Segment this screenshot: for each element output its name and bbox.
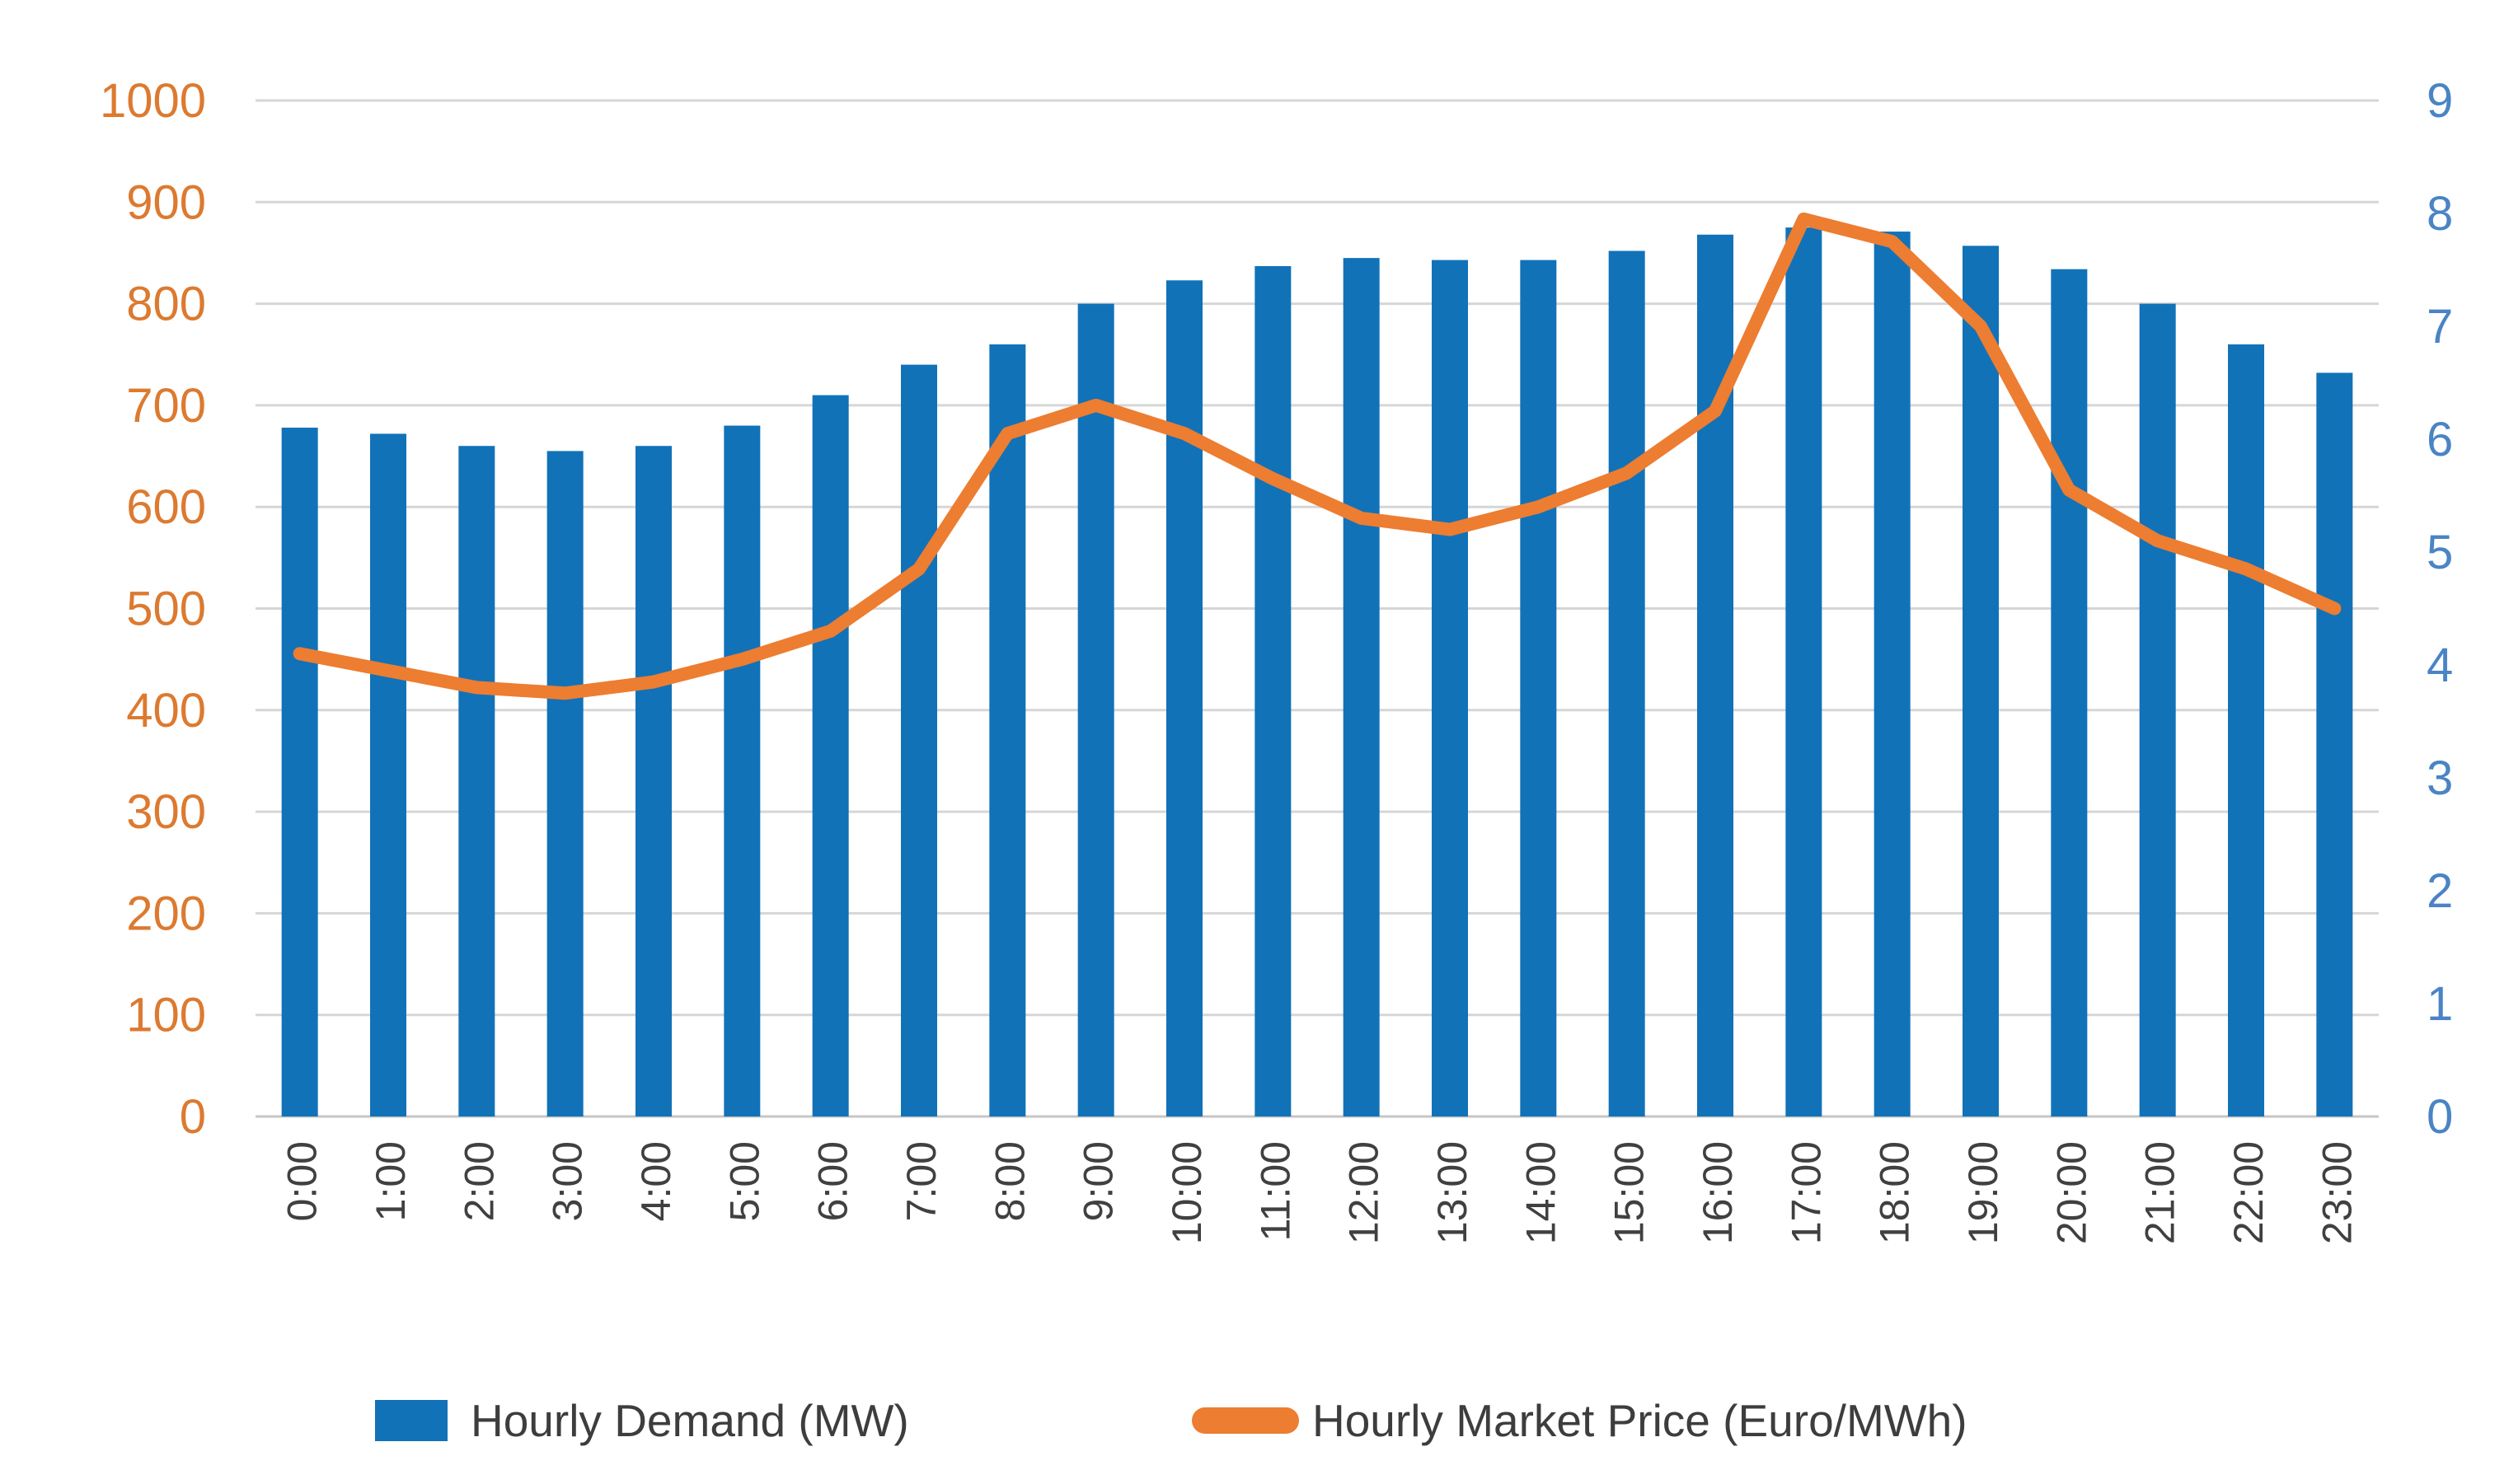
demand-bar-8:00 xyxy=(989,344,1026,1117)
left-axis-tick-label: 600 xyxy=(126,480,206,534)
demand-bar-21:00 xyxy=(2139,303,2176,1117)
demand-series-label: Hourly Demand (MW) xyxy=(471,1395,909,1446)
x-axis-label-19:00: 19:00 xyxy=(1960,1141,2006,1244)
x-axis-label-3:00: 3:00 xyxy=(545,1141,591,1221)
x-axis-label-2:00: 2:00 xyxy=(456,1141,502,1221)
demand-bar-13:00 xyxy=(1432,260,1468,1117)
demand-bar-17:00 xyxy=(1785,227,1822,1117)
demand-bar-1:00 xyxy=(370,433,406,1117)
x-axis-label-22:00: 22:00 xyxy=(2225,1141,2272,1244)
x-axis-label-18:00: 18:00 xyxy=(1872,1141,1918,1244)
x-axis-label-10:00: 10:00 xyxy=(1164,1141,1210,1244)
demand-bar-16:00 xyxy=(1697,234,1733,1117)
demand-bar-9:00 xyxy=(1077,303,1114,1117)
demand-bar-10:00 xyxy=(1166,280,1203,1117)
right-axis-tick-label: 4 xyxy=(2427,639,2453,692)
right-axis-tick-label: 9 xyxy=(2427,74,2453,128)
x-axis-label-17:00: 17:00 xyxy=(1783,1141,1829,1244)
demand-bar-7:00 xyxy=(901,364,937,1117)
demand-bar-4:00 xyxy=(635,446,672,1117)
price-line xyxy=(293,212,2342,700)
x-axis-label-20:00: 20:00 xyxy=(2048,1141,2094,1244)
demand-bar-15:00 xyxy=(1608,250,1645,1117)
right-axis-tick-label: 1 xyxy=(2427,977,2453,1031)
chart-legend: Hourly Demand (MW) Hourly Market Price (… xyxy=(0,1384,2509,1467)
x-axis-label-0:00: 0:00 xyxy=(279,1141,326,1221)
left-axis-tick-label: 500 xyxy=(126,583,206,636)
left-axis-tick-label: 800 xyxy=(126,278,206,331)
right-axis-tick-label: 7 xyxy=(2427,300,2453,353)
legend-item-price: Hourly Market Price (Euro/MWh) xyxy=(1192,1396,1967,1445)
right-axis-tick-label: 3 xyxy=(2427,751,2453,805)
demand-bar-18:00 xyxy=(1874,232,1911,1117)
demand-series-swatch xyxy=(375,1400,448,1441)
demand-bar-3:00 xyxy=(546,451,584,1117)
left-axis-tick-label: 0 xyxy=(180,1090,206,1144)
left-axis-tick-label: 900 xyxy=(126,176,206,229)
demand-bar-14:00 xyxy=(1520,260,1557,1117)
demand-bar-23:00 xyxy=(2316,372,2353,1117)
x-axis-label-4:00: 4:00 xyxy=(633,1141,679,1221)
demand-bar-12:00 xyxy=(1343,258,1380,1117)
x-axis-label-12:00: 12:00 xyxy=(1341,1141,1387,1244)
x-axis-label-6:00: 6:00 xyxy=(810,1141,856,1221)
x-axis-label-15:00: 15:00 xyxy=(1606,1141,1653,1244)
left-axis-tick-label: 1000 xyxy=(100,74,206,128)
demand-bar-5:00 xyxy=(724,425,761,1117)
x-axis-label-16:00: 16:00 xyxy=(1695,1141,1741,1244)
right-axis-tick-label: 6 xyxy=(2427,413,2453,466)
x-axis-label-8:00: 8:00 xyxy=(987,1141,1033,1221)
demand-bar-20:00 xyxy=(2051,269,2088,1117)
left-axis-tick-label: 700 xyxy=(126,379,206,433)
demand-bar-11:00 xyxy=(1254,265,1292,1117)
right-axis-tick-label: 0 xyxy=(2427,1090,2453,1144)
x-axis-label-21:00: 21:00 xyxy=(2137,1141,2183,1244)
demand-bar-22:00 xyxy=(2228,344,2264,1117)
price-series-label: Hourly Market Price (Euro/MWh) xyxy=(1312,1395,1967,1446)
left-axis-tick-label: 300 xyxy=(126,785,206,839)
left-axis-tick-label: 200 xyxy=(126,887,206,940)
left-axis-tick-label: 100 xyxy=(126,989,206,1042)
right-axis-tick-label: 5 xyxy=(2427,526,2453,579)
demand-bar-0:00 xyxy=(281,428,318,1117)
x-axis-label-7:00: 7:00 xyxy=(898,1141,945,1221)
x-axis-label-1:00: 1:00 xyxy=(368,1141,414,1221)
x-axis-label-5:00: 5:00 xyxy=(721,1141,767,1221)
left-axis-tick-label: 400 xyxy=(126,684,206,737)
x-axis-label-11:00: 11:00 xyxy=(1252,1141,1298,1241)
right-axis-tick-label: 2 xyxy=(2427,864,2453,918)
right-axis-tick-label: 8 xyxy=(2427,187,2453,241)
demand-bar-19:00 xyxy=(1963,246,1999,1117)
x-axis-label-23:00: 23:00 xyxy=(2314,1141,2360,1244)
demand-bar-6:00 xyxy=(812,395,849,1117)
price-series-swatch xyxy=(1192,1407,1299,1434)
x-axis-label-14:00: 14:00 xyxy=(1517,1141,1564,1244)
x-axis-label-13:00: 13:00 xyxy=(1429,1141,1475,1244)
legend-item-demand: Hourly Demand (MW) xyxy=(375,1396,909,1445)
x-axis-label-9:00: 9:00 xyxy=(1076,1141,1122,1221)
demand-bar-2:00 xyxy=(458,446,495,1117)
